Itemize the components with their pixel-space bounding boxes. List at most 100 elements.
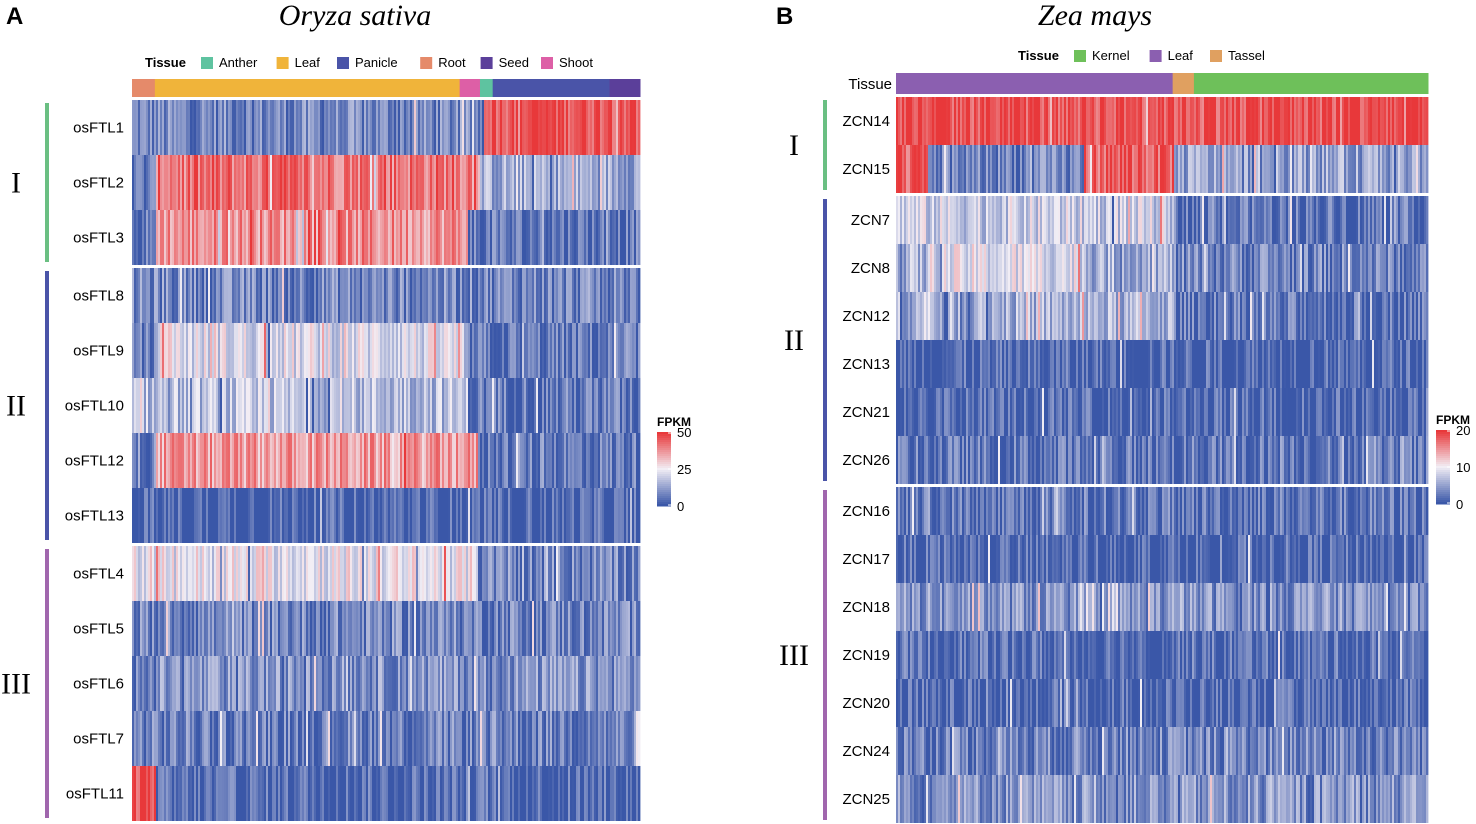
heatmap-cell — [1232, 244, 1235, 292]
heatmap-cell — [1312, 196, 1315, 244]
heatmap-cell — [196, 711, 199, 766]
heatmap-cell — [562, 601, 565, 656]
heatmap-cell — [342, 711, 345, 766]
heatmap-cell — [608, 656, 611, 711]
heatmap-cell — [182, 155, 185, 210]
heatmap-cell — [1276, 196, 1279, 244]
heatmap-cell — [540, 601, 543, 656]
heatmap-cell — [362, 378, 365, 433]
heatmap-cell — [598, 488, 601, 543]
heatmap-cell — [576, 766, 579, 821]
heatmap-cell — [1056, 196, 1059, 244]
heatmap-cell — [266, 155, 269, 210]
heatmap-cell — [1084, 244, 1087, 292]
heatmap-cell — [576, 656, 579, 711]
heatmap-cell — [1278, 340, 1281, 388]
heatmap-cell — [1304, 97, 1307, 145]
heatmap-cell — [454, 100, 457, 155]
heatmap-cell — [324, 546, 327, 601]
heatmap-cell — [170, 711, 173, 766]
heatmap-cell — [592, 433, 595, 488]
heatmap-cell — [1314, 292, 1317, 340]
fpkm-scale-step — [657, 446, 671, 449]
tissue-bar-shoot — [459, 79, 481, 97]
heatmap-cell — [386, 378, 389, 433]
heatmap-cell — [402, 546, 405, 601]
heatmap-cell — [568, 433, 571, 488]
heatmap-cell — [170, 601, 173, 656]
heatmap-cell — [388, 766, 391, 821]
heatmap-cell — [1188, 244, 1191, 292]
heatmap-cell — [1106, 340, 1109, 388]
heatmap-cell — [1042, 244, 1045, 292]
heatmap-cell — [570, 100, 573, 155]
heatmap-cell — [1102, 145, 1105, 193]
heatmap-cell — [966, 244, 969, 292]
heatmap-cell — [550, 546, 553, 601]
heatmap-cell — [1286, 244, 1289, 292]
heatmap-cell — [900, 292, 903, 340]
heatmap-cell — [232, 100, 235, 155]
heatmap-cell — [144, 711, 147, 766]
heatmap-cell — [244, 210, 247, 265]
heatmap-cell — [266, 100, 269, 155]
heatmap-cell — [518, 433, 521, 488]
heatmap-cell — [290, 601, 293, 656]
heatmap-cell — [364, 546, 367, 601]
heatmap-cell — [1084, 196, 1087, 244]
heatmap-cell — [472, 210, 475, 265]
heatmap-cell — [368, 378, 371, 433]
heatmap-cell — [1344, 292, 1347, 340]
heatmap-cell — [506, 711, 509, 766]
heatmap-cell — [242, 100, 245, 155]
heatmap-cell — [910, 292, 913, 340]
heatmap-cell — [984, 97, 987, 145]
heatmap-cell — [910, 244, 913, 292]
heatmap-cell — [1100, 196, 1103, 244]
heatmap-cell — [434, 766, 437, 821]
heatmap-cell — [326, 766, 329, 821]
heatmap-cell — [222, 433, 225, 488]
heatmap-cell — [268, 433, 271, 488]
heatmap-cell — [400, 601, 403, 656]
heatmap-cell — [402, 100, 405, 155]
heatmap-cell — [1320, 97, 1323, 145]
heatmap-cell — [456, 210, 459, 265]
heatmap-cell — [1394, 340, 1397, 388]
heatmap-cell — [1232, 196, 1235, 244]
heatmap-cell — [560, 546, 563, 601]
heatmap-cell — [524, 488, 527, 543]
heatmap-cell — [320, 155, 323, 210]
heatmap-cell — [1206, 244, 1209, 292]
heatmap-cell — [388, 323, 391, 378]
heatmap-cell — [514, 656, 517, 711]
heatmap-cell — [1082, 244, 1085, 292]
heatmap-cell — [500, 268, 503, 323]
heatmap-cell — [994, 97, 997, 145]
heatmap-cell — [348, 268, 351, 323]
heatmap-cell — [216, 488, 219, 543]
heatmap-cell — [614, 656, 617, 711]
heatmap-cell — [246, 766, 249, 821]
heatmap-cell — [1000, 97, 1003, 145]
heatmap-cell — [1372, 244, 1375, 292]
heatmap-cell — [488, 268, 491, 323]
heatmap-cell — [412, 100, 415, 155]
heatmap-cell — [492, 100, 495, 155]
heatmap-cell — [154, 601, 157, 656]
heatmap-cell — [326, 378, 329, 433]
heatmap-cell — [992, 292, 995, 340]
heatmap-cell — [514, 766, 517, 821]
heatmap-cell — [1120, 97, 1123, 145]
heatmap-cell — [608, 601, 611, 656]
heatmap-cell — [500, 711, 503, 766]
heatmap-cell — [526, 100, 529, 155]
heatmap-cell — [1038, 292, 1041, 340]
heatmap-cell — [1244, 196, 1247, 244]
heatmap-cell — [1124, 196, 1127, 244]
heatmap-cell — [158, 210, 161, 265]
heatmap-cell — [898, 244, 901, 292]
heatmap-cell — [614, 601, 617, 656]
heatmap-cell — [1358, 196, 1361, 244]
heatmap-cell — [568, 268, 571, 323]
